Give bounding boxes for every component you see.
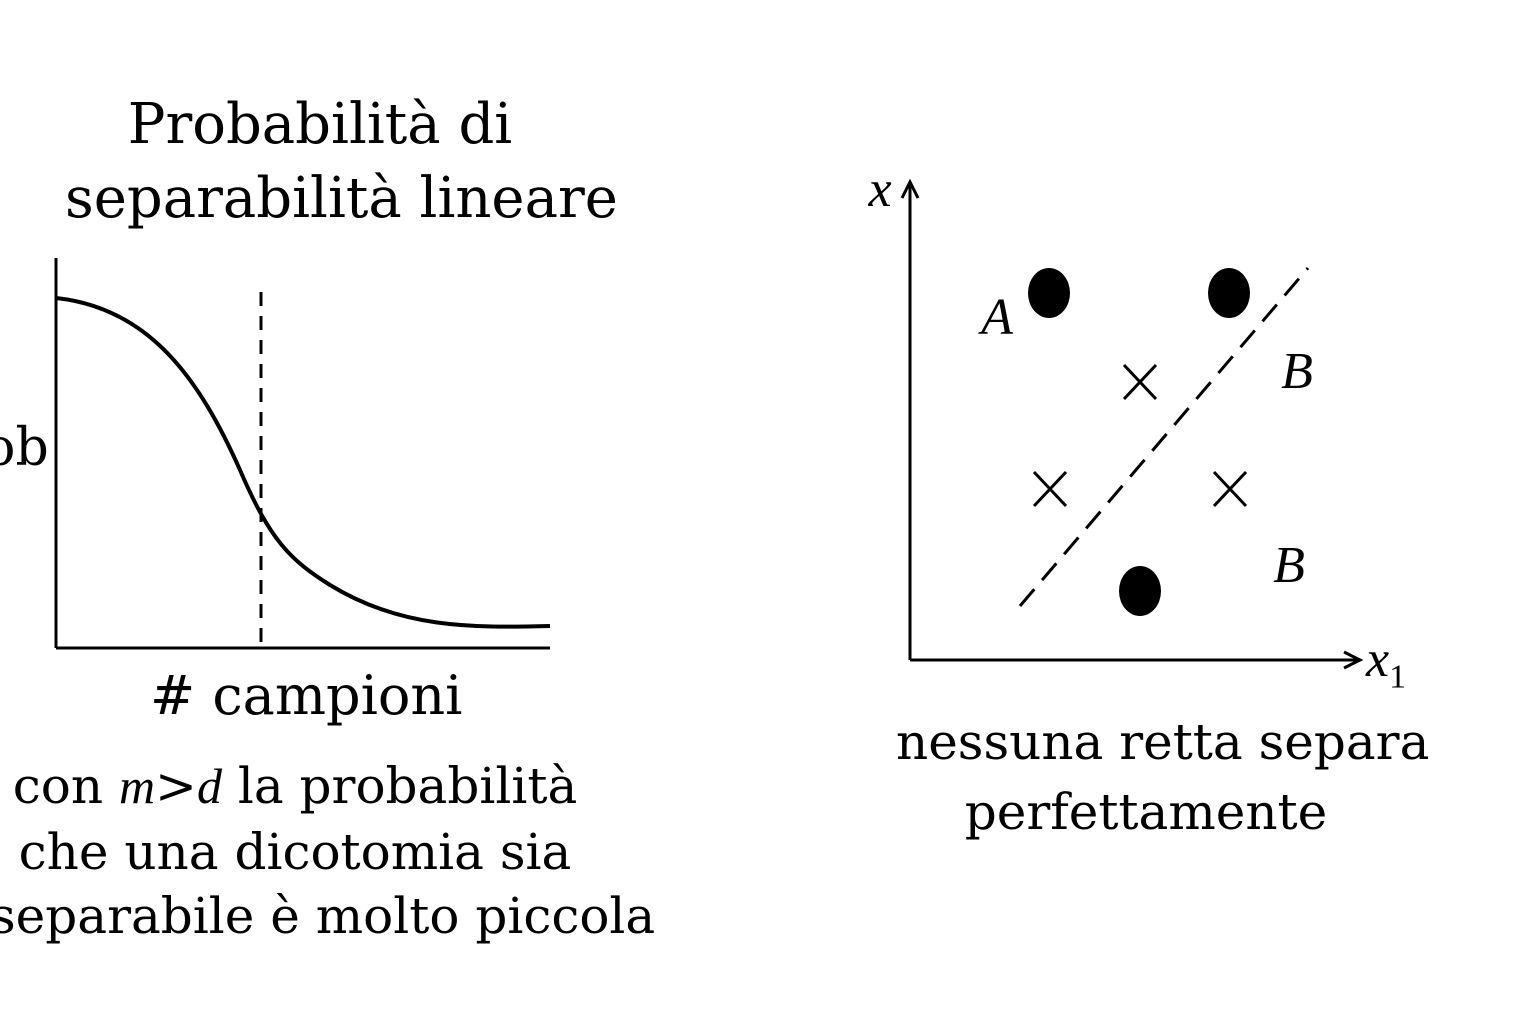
left-title-line-2: separabilità lineare xyxy=(65,166,618,231)
label-a: A xyxy=(981,289,1013,346)
dot-point xyxy=(1208,268,1250,318)
right-x-axis-label: x1 xyxy=(1366,630,1406,696)
left-caption-line-2: che una dicotomia sia xyxy=(18,823,572,881)
separator-dashed-line xyxy=(1018,267,1310,607)
caption-math-m: m xyxy=(118,758,156,814)
left-title-line-1: Probabilità di xyxy=(127,92,513,157)
cross-point xyxy=(1122,363,1158,401)
probability-curve xyxy=(55,296,551,629)
caption-suffix: la probabilità xyxy=(221,757,578,815)
caption-math-op: > xyxy=(155,757,197,815)
label-b-lower: B xyxy=(1273,537,1305,594)
right-x-axis-arrowhead xyxy=(1343,650,1364,670)
caption-math-d: d xyxy=(196,758,222,814)
right-y-axis-arrowhead xyxy=(900,178,920,199)
right-x-axis-var: x xyxy=(1366,631,1390,688)
label-b-upper: B xyxy=(1281,343,1313,400)
left-caption-line-1: con m>d la probabilità xyxy=(0,760,590,812)
caption-prefix: con xyxy=(12,757,119,815)
dot-point xyxy=(1119,566,1161,616)
right-y-axis-label: x xyxy=(868,161,892,218)
dot-point xyxy=(1028,268,1070,318)
right-x-axis-subscript: 1 xyxy=(1389,658,1407,696)
cross-point xyxy=(1032,470,1068,508)
left-caption-line-3: separabile è molto piccola xyxy=(0,887,656,945)
right-caption-line-1: nessuna retta separa xyxy=(896,713,1430,771)
right-caption-line-2: perfettamente xyxy=(964,783,1328,841)
cross-point xyxy=(1212,470,1248,508)
left-x-axis-label: # campioni xyxy=(150,664,463,727)
